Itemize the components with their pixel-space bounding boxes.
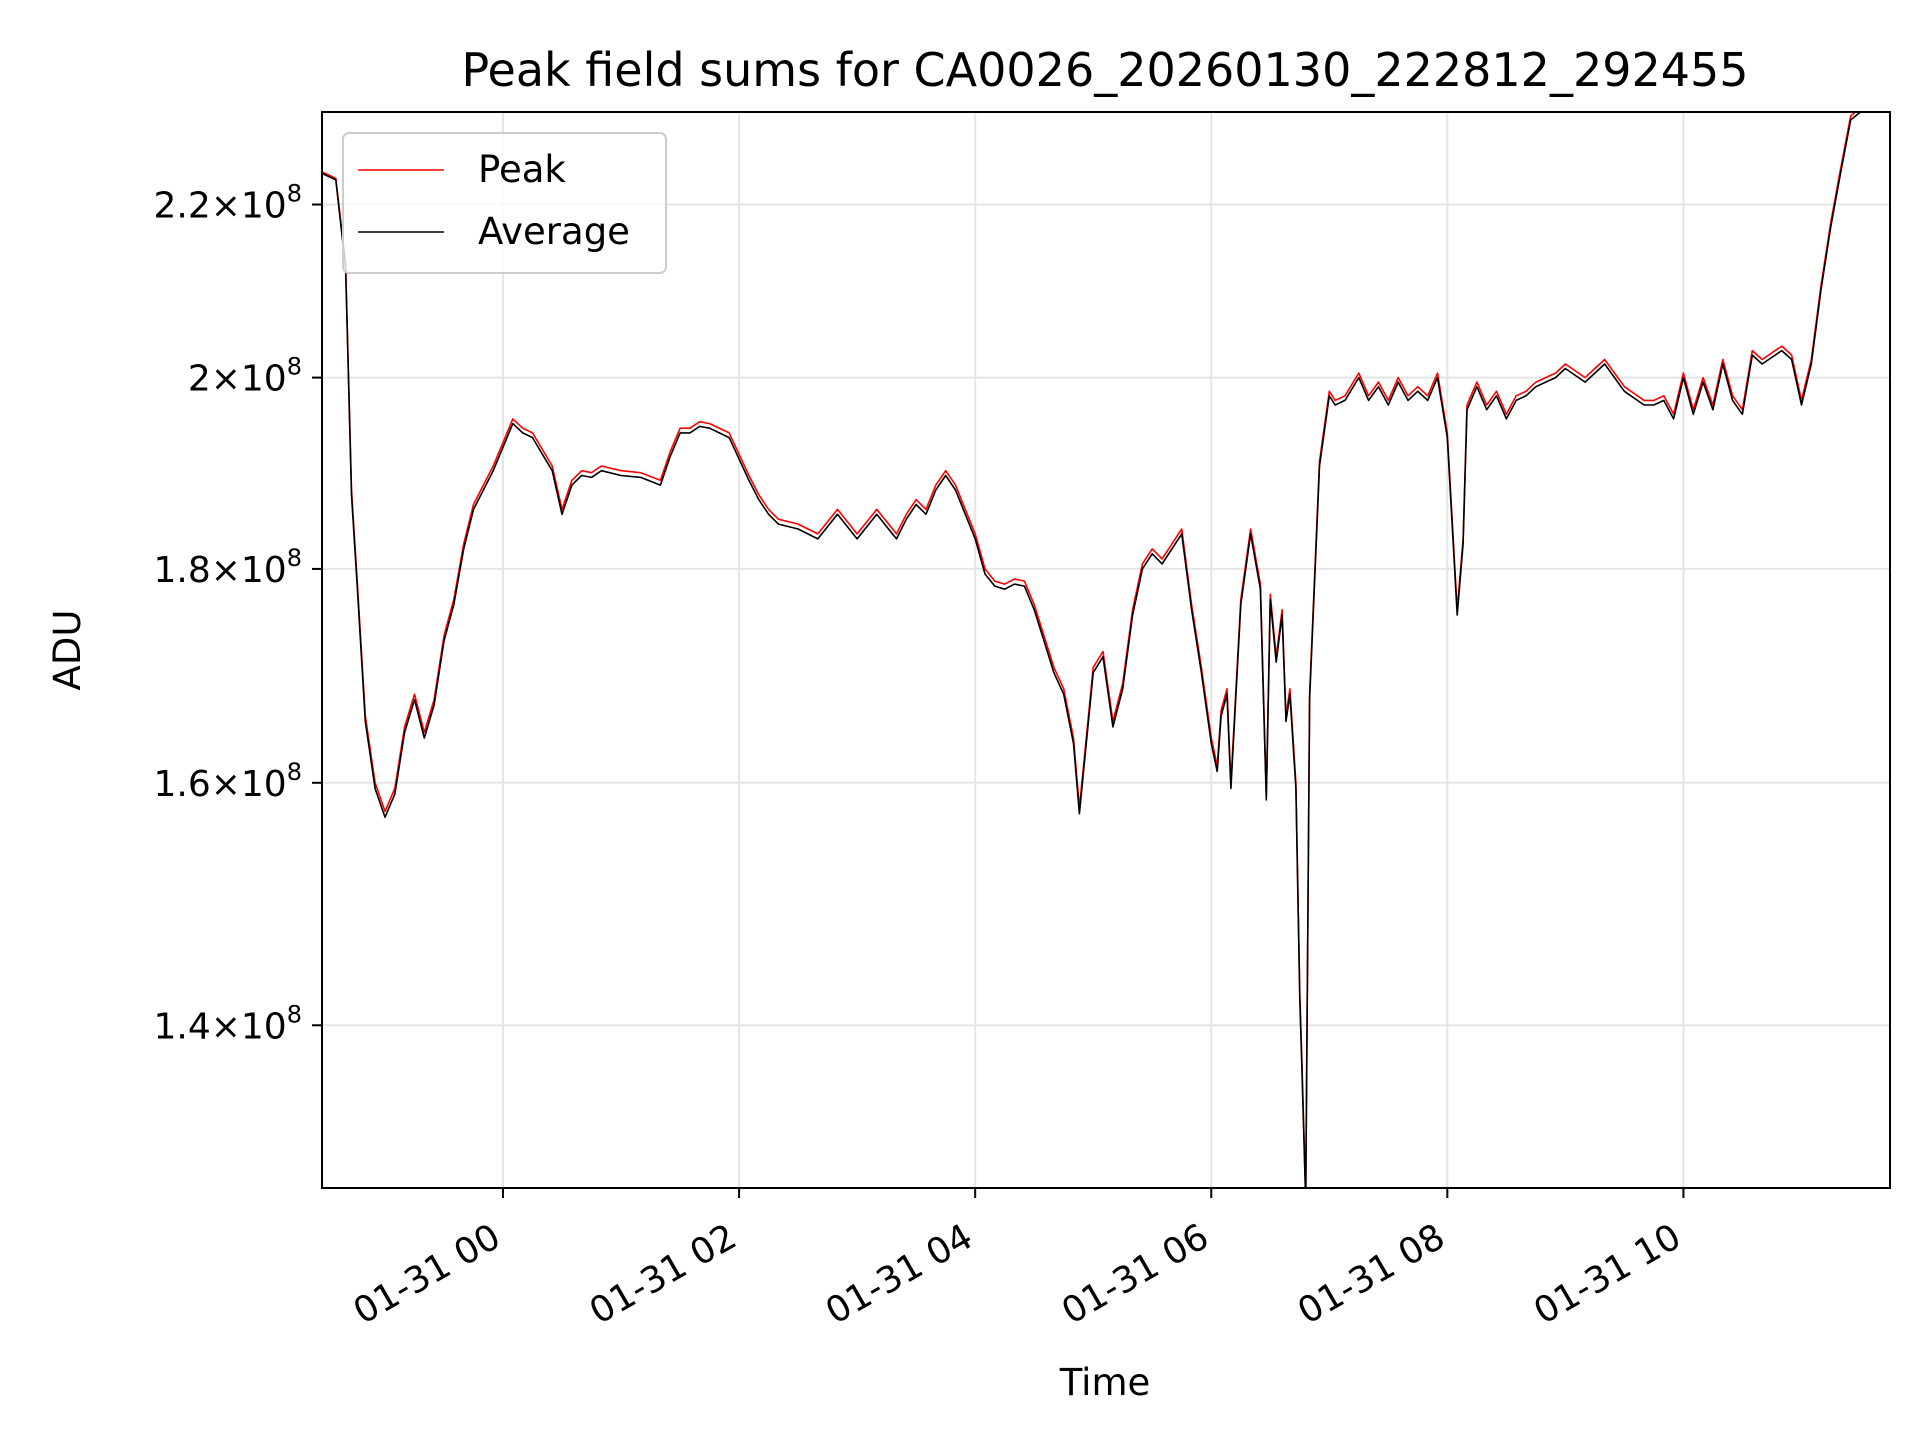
y-tick-base: 10 <box>241 764 287 805</box>
y-tick-mantissa: 2 <box>188 359 211 400</box>
y-tick-exponent: 8 <box>287 180 302 208</box>
series-line-average <box>322 112 1862 1188</box>
y-tick-base: 10 <box>241 359 287 400</box>
y-tick-mantissa: 1.4 <box>153 1006 210 1047</box>
grid-lines <box>322 112 1890 1188</box>
y-tick-mantissa: 1.6 <box>153 764 210 805</box>
chart-title: Peak field sums for CA0026_20260130_2228… <box>461 43 1748 97</box>
y-tick-label: 1.6×108 <box>153 758 302 805</box>
y-tick-exponent: 8 <box>287 1000 302 1028</box>
y-tick-times: × <box>211 550 241 591</box>
y-tick-exponent: 8 <box>287 544 302 572</box>
legend-box <box>342 132 667 274</box>
y-tick-mantissa: 2.2 <box>153 186 210 227</box>
y-tick-times: × <box>211 186 241 227</box>
x-axis-label: Time <box>1059 1361 1151 1404</box>
y-tick-times: × <box>211 764 241 805</box>
y-tick-mantissa: 1.8 <box>153 550 210 591</box>
y-tick-times: × <box>211 359 241 400</box>
y-tick-base: 10 <box>241 1006 287 1047</box>
legend-label-peak: Peak <box>478 148 566 191</box>
legend: Peak Average <box>342 132 667 274</box>
y-axis-label: ADU <box>46 610 89 691</box>
series-group <box>322 112 1862 1188</box>
series-line-peak <box>322 112 1857 1188</box>
y-tick-exponent: 8 <box>287 353 302 381</box>
legend-label-average: Average <box>478 210 630 253</box>
y-tick-label: 1.4×108 <box>153 1000 302 1047</box>
y-tick-label: 2×108 <box>188 353 302 400</box>
y-tick-times: × <box>211 1006 241 1047</box>
plot-frame <box>321 111 1891 1189</box>
y-tick-base: 10 <box>241 550 287 591</box>
y-tick-label: 1.8×108 <box>153 544 302 591</box>
y-tick-label: 2.2×108 <box>153 180 302 227</box>
y-tick-exponent: 8 <box>287 758 302 786</box>
y-tick-base: 10 <box>241 186 287 227</box>
